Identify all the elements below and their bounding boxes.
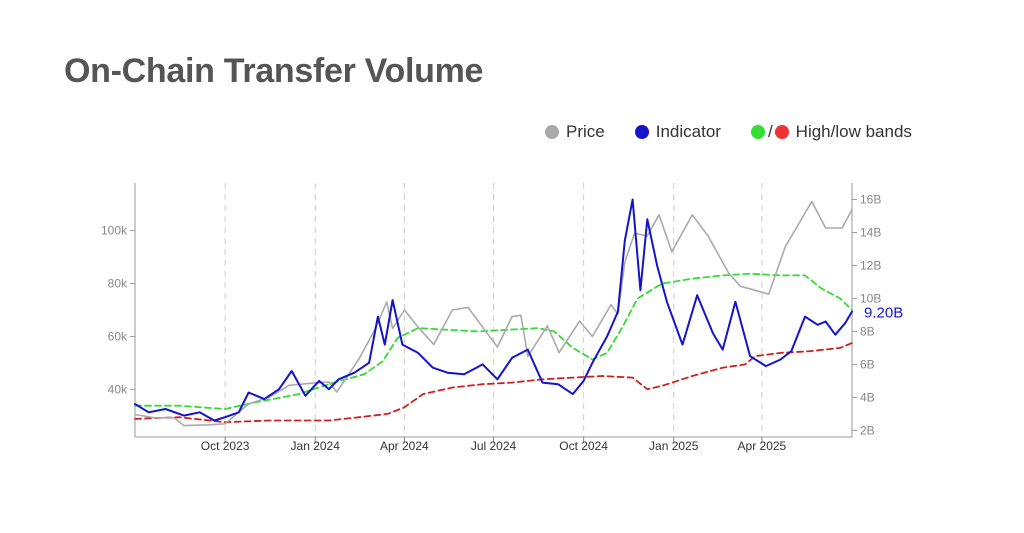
y-left-tick-label: 100k bbox=[101, 224, 128, 238]
low-band-dot-icon bbox=[774, 125, 789, 139]
legend-bands-label: High/low bands bbox=[795, 122, 912, 141]
x-tick-label: Apr 2024 bbox=[380, 439, 429, 453]
y-right-tick-label: 4B bbox=[860, 390, 875, 404]
legend-price-label: Price bbox=[566, 122, 605, 141]
label-layer: Oct 2023 Jan 2024 Apr 2024 Jul 2024 Oct 2024… bbox=[101, 192, 903, 453]
high-band-dot-icon bbox=[750, 125, 765, 139]
high-band-line bbox=[134, 272, 853, 410]
y-right-tick-label: 14B bbox=[860, 225, 881, 239]
legend-item-bands[interactable]: / High/low bands bbox=[750, 122, 912, 142]
y-left-tick-label: 60k bbox=[108, 329, 128, 343]
grid-layer bbox=[224, 183, 763, 437]
x-tick-label: Oct 2024 bbox=[559, 439, 608, 453]
x-tick-label: Jul 2024 bbox=[471, 439, 517, 453]
y-left-tick-label: 80k bbox=[108, 277, 128, 291]
legend-bands-slash: / bbox=[767, 122, 773, 141]
series-layer bbox=[134, 198, 853, 427]
x-tick-label: Apr 2025 bbox=[738, 439, 787, 453]
legend-item-indicator[interactable]: Indicator bbox=[634, 122, 721, 142]
y-right-tick-label: 8B bbox=[860, 324, 875, 338]
y-right-tick-label: 6B bbox=[860, 357, 875, 371]
y-right-tick-label: 2B bbox=[860, 423, 875, 437]
y-left-tick-label: 40k bbox=[108, 382, 128, 396]
indicator-last-value-label: 9.20B bbox=[864, 305, 903, 322]
legend-item-price[interactable]: Price bbox=[545, 122, 605, 142]
axis-layer bbox=[130, 183, 857, 442]
indicator-line bbox=[134, 198, 853, 422]
y-right-tick-label: 12B bbox=[860, 258, 881, 272]
y-right-tick-label: 10B bbox=[860, 291, 881, 305]
y-right-tick-label: 16B bbox=[860, 192, 881, 206]
page-title: On-Chain Transfer Volume bbox=[64, 52, 484, 90]
x-tick-label: Jan 2024 bbox=[291, 439, 341, 453]
chart-legend: Price Indicator / High/low bands bbox=[545, 121, 912, 143]
x-tick-label: Oct 2023 bbox=[201, 439, 250, 453]
x-tick-label: Jan 2025 bbox=[649, 439, 699, 453]
price-dot-icon bbox=[545, 125, 559, 139]
legend-indicator-label: Indicator bbox=[655, 122, 721, 141]
indicator-dot-icon bbox=[634, 125, 649, 139]
price-line bbox=[134, 200, 853, 427]
